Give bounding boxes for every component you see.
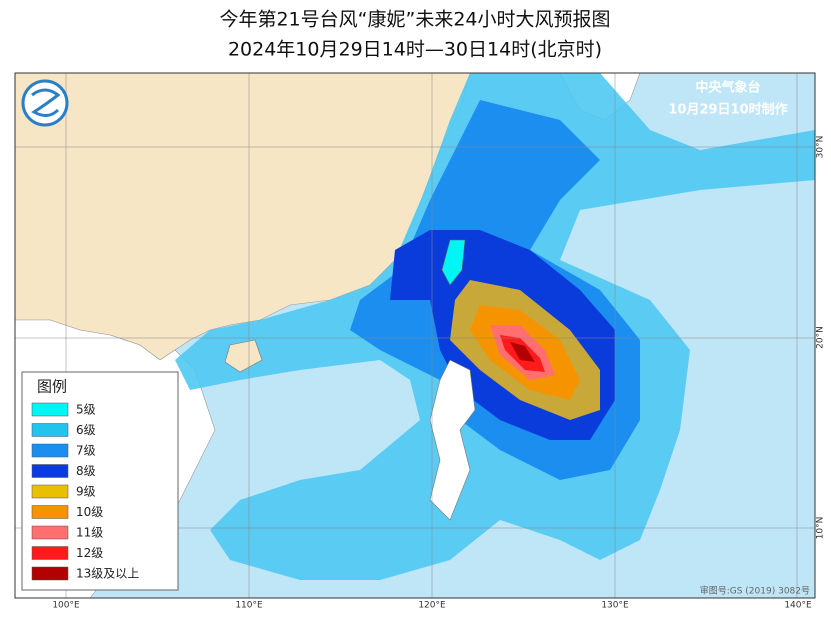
legend-label: 6级 <box>76 423 96 437</box>
legend-swatch <box>31 525 69 540</box>
legend-swatch <box>31 566 69 581</box>
lat-labels: 30°N 20°N 10°N <box>816 136 826 540</box>
legend-title: 图例 <box>37 378 67 396</box>
legend-swatch <box>31 443 69 458</box>
lon-label: 110°E <box>235 601 263 611</box>
subtitle: 2024年10月29日14时—30日14时(北京时) <box>228 39 602 61</box>
legend-label: 5级 <box>76 403 96 417</box>
lon-label: 120°E <box>418 601 446 611</box>
agency: 中央气象台 <box>695 80 760 96</box>
legend-swatch <box>31 402 69 417</box>
review-number: 审图号:GS (2019) 3082号 <box>700 585 810 597</box>
lat-label: 10°N <box>816 517 826 540</box>
legend: 图例 5级 6级 7级 8级 9级 10级 11级 12级 13级及以上 <box>21 371 179 591</box>
legend-swatch <box>31 505 69 519</box>
legend-swatch <box>31 464 69 478</box>
legend-swatch <box>31 546 69 560</box>
legend-label: 8级 <box>76 464 96 478</box>
map <box>15 73 815 598</box>
legend-swatch <box>31 484 69 499</box>
legend-label: 11级 <box>76 526 103 540</box>
made-time: 10月29日10时制作 <box>668 102 787 118</box>
legend-label: 13级及以上 <box>76 567 139 581</box>
lon-labels: 100°E 110°E 120°E 130°E 140°E <box>52 601 812 611</box>
lon-label: 130°E <box>601 601 629 611</box>
title: 今年第21号台风“康妮”未来24小时大风预报图 <box>219 9 610 31</box>
legend-label: 10级 <box>76 505 103 519</box>
legend-label: 12级 <box>76 546 103 560</box>
lon-label: 140°E <box>784 601 812 611</box>
legend-label: 7级 <box>76 444 96 458</box>
lat-label: 30°N <box>816 136 826 159</box>
lon-label: 100°E <box>52 601 80 611</box>
lat-label: 20°N <box>816 326 826 349</box>
legend-label: 9级 <box>76 485 96 499</box>
legend-swatch <box>31 423 69 437</box>
